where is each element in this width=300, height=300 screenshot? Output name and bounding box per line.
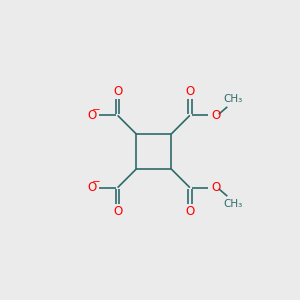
Text: O: O — [211, 181, 220, 194]
Text: O: O — [87, 181, 96, 194]
Text: O: O — [211, 109, 220, 122]
Text: O: O — [113, 205, 122, 218]
Text: −: − — [92, 105, 100, 115]
Text: −: − — [92, 177, 100, 187]
Text: O: O — [113, 85, 122, 98]
Text: CH₃: CH₃ — [224, 200, 243, 209]
Text: O: O — [87, 109, 96, 122]
Text: O: O — [185, 205, 194, 218]
Text: CH₃: CH₃ — [224, 94, 243, 103]
Text: O: O — [185, 85, 194, 98]
